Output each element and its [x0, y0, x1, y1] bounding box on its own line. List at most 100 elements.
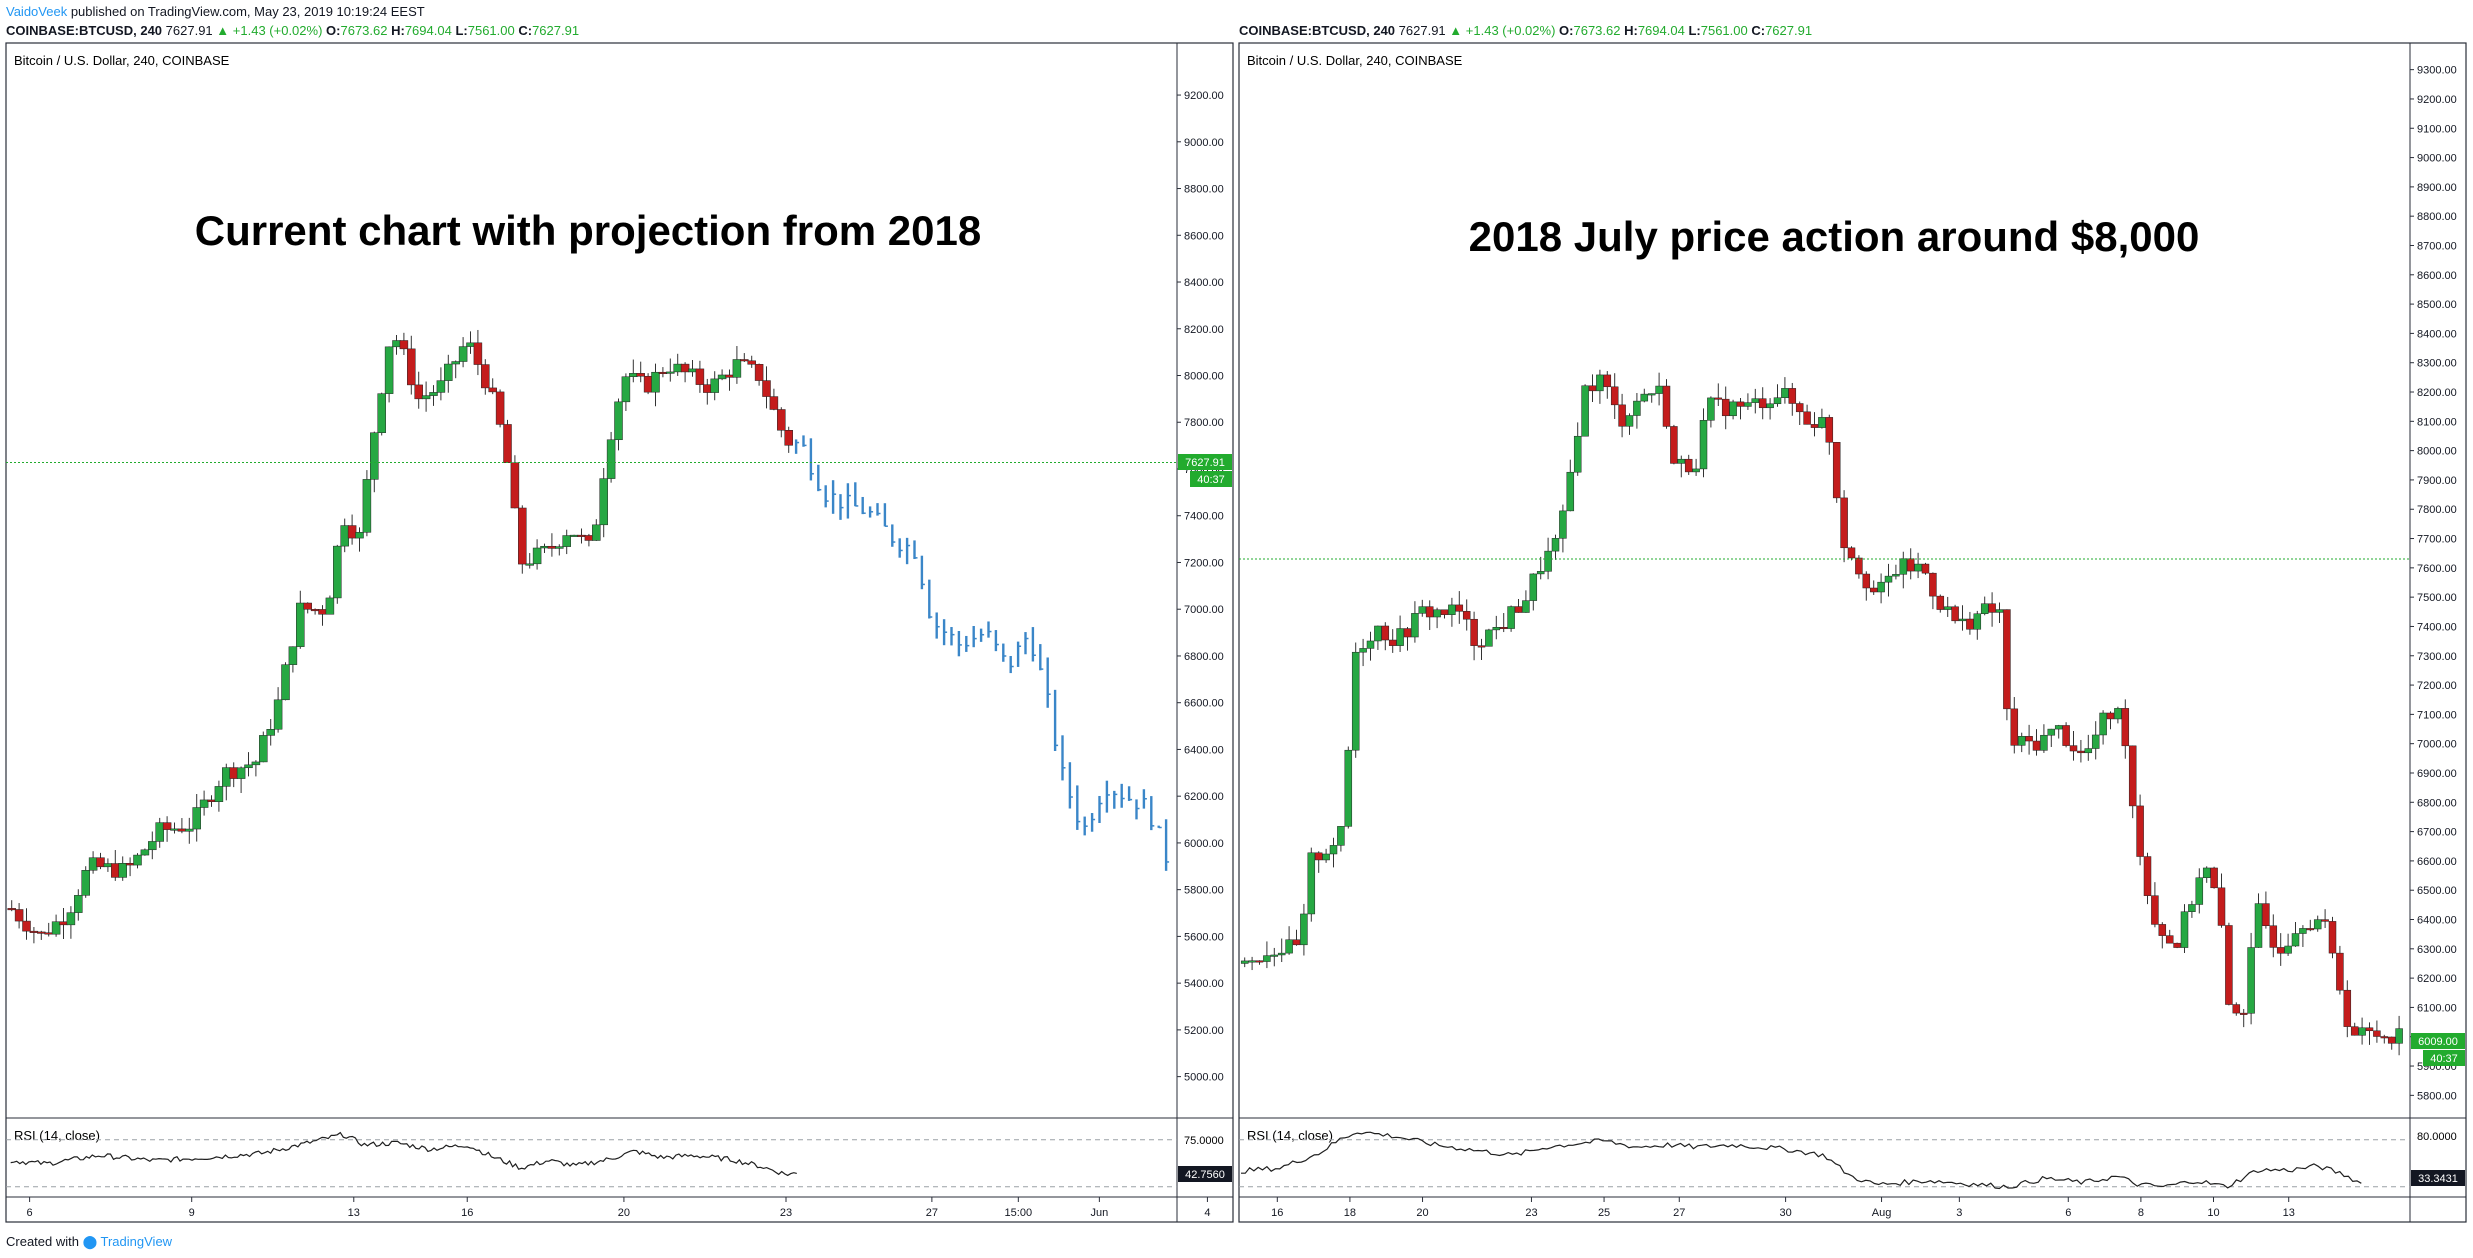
candle-up	[614, 401, 623, 441]
candle-down	[347, 525, 357, 539]
rsi-badge-bg	[2411, 1170, 2465, 1186]
candle-up	[2299, 928, 2307, 934]
candle-up	[1892, 574, 1900, 577]
candle-up	[1433, 609, 1441, 618]
candle-up	[451, 361, 460, 365]
time-axis[interactable]: 6 9 13 16 20 23 27 15:00 Jun 4	[27, 1197, 1211, 1219]
candle-up	[1744, 402, 1752, 407]
candle-up	[1877, 581, 1885, 593]
candle-up	[1677, 458, 1686, 464]
price-tick-label: 6800.00	[2417, 797, 2457, 809]
price-tick-label: 9100.00	[2417, 123, 2457, 135]
time-tick-label: 4	[1204, 1207, 1210, 1219]
candle-up	[2047, 728, 2056, 736]
candle-up	[1633, 400, 1641, 416]
high-label: H:	[1624, 23, 1638, 38]
price-axis[interactable]: 5000.00 5200.00 5400.00 5600.00 5800.00 6000.…	[1177, 90, 1224, 1084]
candle-down	[1462, 611, 1471, 620]
candle-up	[2202, 867, 2211, 878]
price-tick-label: 6600.00	[2417, 856, 2457, 868]
price-badge: 6009.00	[2418, 1036, 2458, 1048]
price-axis[interactable]: 5800.005900.006000.006100.006200.006300.…	[2410, 65, 2457, 1103]
price-tick-label: 6200.00	[1184, 791, 1224, 803]
candle-up	[2114, 708, 2122, 720]
price-tick-label: 8800.00	[2417, 211, 2457, 223]
candle-up	[392, 340, 401, 348]
candle-up	[555, 546, 564, 549]
candle-up	[1596, 374, 1604, 392]
candle-up	[532, 547, 542, 565]
candle-up	[199, 799, 209, 808]
candle-down	[1381, 625, 1390, 641]
candle-down	[2217, 887, 2226, 926]
candle-up	[266, 729, 275, 736]
left-chart-panel[interactable]: Bitcoin / U.S. Dollar, 240, COINBASE Cur…	[5, 42, 1234, 1223]
candle-up	[1751, 398, 1760, 403]
price-tick-label: 7300.00	[2417, 651, 2457, 663]
price-tick-label: 7600.00	[2417, 563, 2457, 575]
candle-down	[1855, 557, 1863, 575]
close-value: 7627.91	[532, 23, 580, 38]
low-value: 7561.00	[467, 23, 515, 38]
candle-down	[44, 932, 53, 935]
price-tick-label: 6000.00	[1184, 838, 1224, 850]
candle-down	[1825, 417, 1834, 443]
candle-down	[2143, 856, 2152, 896]
candle-up	[606, 439, 616, 479]
last-price: 7627.91	[1398, 23, 1446, 38]
candle-up	[1551, 538, 1560, 552]
candle-down	[399, 340, 409, 350]
candle-down	[636, 373, 645, 377]
candle-down	[503, 424, 512, 463]
time-tick-label: 15:00	[1005, 1207, 1033, 1219]
price-tick-label: 6100.00	[2417, 1002, 2457, 1014]
candle-up	[592, 524, 601, 541]
price-tick-label: 8200.00	[1184, 324, 1224, 336]
candle-down	[2239, 1012, 2248, 1015]
candle-down	[1603, 374, 1612, 388]
candle-up	[1692, 468, 1700, 473]
candle-down	[1795, 403, 1804, 413]
candle-up	[673, 363, 682, 373]
time-tick-label: Aug	[1872, 1207, 1892, 1219]
candle-up	[562, 535, 571, 547]
candle-down	[1618, 404, 1626, 427]
candle-up	[466, 342, 475, 347]
candle-up	[2254, 903, 2263, 948]
candle-down	[1966, 618, 1974, 630]
author-link[interactable]: VaidoVeek	[6, 4, 68, 19]
candle-up	[1396, 628, 1404, 646]
candle-down	[747, 360, 756, 365]
time-tick-label: 6	[27, 1207, 33, 1219]
candle-down	[37, 931, 46, 934]
open-value: 7673.62	[340, 23, 388, 38]
candle-down	[1314, 852, 1323, 861]
tradingview-logo-icon[interactable]: ⬤ TradingView	[82, 1234, 173, 1249]
right-chart-panel[interactable]: Bitcoin / U.S. Dollar, 240, COINBASE 201…	[1238, 42, 2467, 1223]
candle-down	[2158, 924, 2167, 936]
candle-down	[2128, 745, 2137, 807]
candle-up	[436, 380, 446, 393]
candles	[7, 329, 1170, 944]
rsi-tick: 80.0000	[2417, 1131, 2457, 1143]
candle-up	[1699, 420, 1708, 470]
time-axis[interactable]: 16 18 20 23 25 27 30 Aug 3 6 8 10 13	[1271, 1197, 2295, 1219]
candle-down	[2003, 609, 2011, 710]
candle-down	[1499, 627, 1508, 630]
candle-up	[288, 646, 298, 665]
candle-down	[2136, 805, 2144, 857]
candle-down	[1951, 606, 1959, 622]
price-tick-label: 6400.00	[1184, 744, 1224, 756]
candle-down	[318, 609, 327, 615]
candle-up	[273, 699, 283, 730]
rsi-line	[1241, 1131, 2362, 1190]
chart-title: Bitcoin / U.S. Dollar, 240, COINBASE	[1247, 53, 1463, 68]
price-tick-label: 8100.00	[2417, 416, 2457, 428]
candle-up	[192, 807, 201, 830]
candle-up	[1418, 606, 1427, 614]
candle-down	[2077, 750, 2085, 754]
candle-down	[29, 930, 39, 933]
candle-down	[769, 396, 779, 410]
candle-up	[74, 895, 83, 913]
candle-up	[1980, 603, 1989, 614]
